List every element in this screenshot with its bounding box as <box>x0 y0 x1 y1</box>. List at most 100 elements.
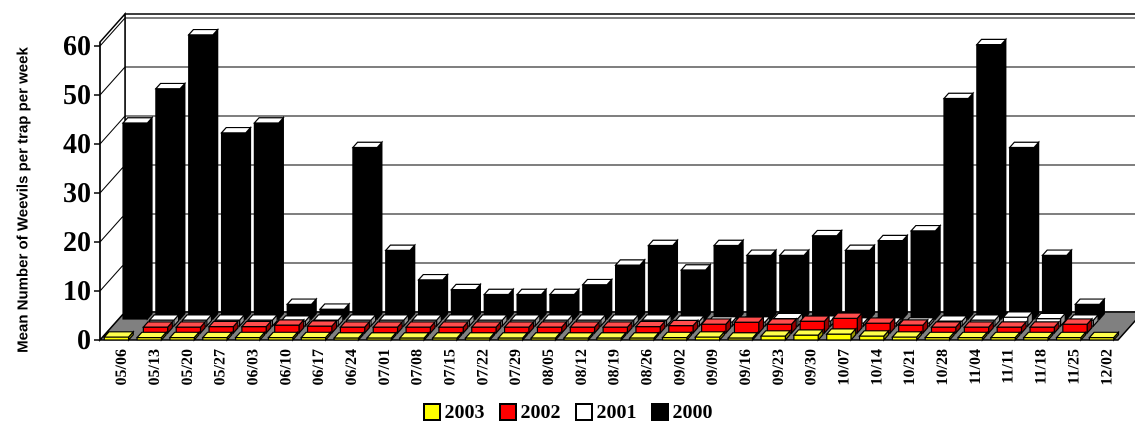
x-tick-label: 09/23 <box>770 349 787 385</box>
bar-2002-09-30 <box>798 314 831 335</box>
bar-2002-09-09 <box>700 317 732 335</box>
bar-2000-10-21 <box>909 223 942 321</box>
bar-2003-11-18 <box>1022 330 1055 342</box>
x-tick-label: 11/18 <box>1033 349 1050 385</box>
bar-2002-08-26 <box>634 319 667 335</box>
bar-2003-10-28 <box>923 330 956 342</box>
bar-2000-08-12 <box>581 277 614 321</box>
bar-2002-09-02 <box>667 318 700 335</box>
bar-2000-06-03 <box>253 116 285 321</box>
legend-swatch-2002 <box>498 403 517 421</box>
bar-2000-11-18 <box>1041 248 1073 321</box>
bar-2002-06-24 <box>339 320 371 335</box>
gridline-side <box>99 213 126 243</box>
bar-2002-07-29 <box>503 320 535 335</box>
bar-2000-09-23 <box>778 248 811 321</box>
bar-2002-06-10 <box>273 318 306 335</box>
bar-2000-05-13 <box>154 81 187 321</box>
bar-2000-07-01 <box>384 243 417 321</box>
bar-2003-12-02 <box>1088 330 1120 342</box>
bar-2003-07-29 <box>496 331 529 342</box>
x-tick-label: 09/09 <box>704 349 721 385</box>
y-tick-label: 20 <box>63 227 91 258</box>
bar-2003-09-16 <box>726 331 759 342</box>
bar-2000-09-30 <box>811 228 843 321</box>
x-tick-label: 10/14 <box>868 349 885 385</box>
bar-2002-10-28 <box>930 320 962 335</box>
gridline-side <box>99 66 126 96</box>
bar-2003-05-06 <box>102 330 135 342</box>
x-tick-label: 09/16 <box>737 349 754 385</box>
gridline-side <box>99 115 126 145</box>
y-tick-label: 40 <box>63 129 91 160</box>
x-tick-label: 05/20 <box>179 349 196 385</box>
y-tick-label: 0 <box>77 325 91 356</box>
bar-2000-05-20 <box>187 27 220 321</box>
bar-2002-11-18 <box>1028 320 1061 335</box>
bar-2003-06-10 <box>267 330 299 342</box>
bar-2002-07-01 <box>371 320 404 335</box>
x-tick-label: 06/24 <box>343 349 360 385</box>
bar-2000-08-19 <box>614 258 646 321</box>
bar-2000-09-09 <box>712 238 745 321</box>
x-tick-label: 07/15 <box>441 349 458 385</box>
x-tick-label: 07/01 <box>376 349 393 385</box>
bar-2002-07-15 <box>437 320 470 335</box>
bar-2003-08-19 <box>595 331 628 342</box>
bar-2000-09-02 <box>679 263 712 321</box>
bar-2003-11-04 <box>956 330 989 342</box>
legend-label-2001: 2001 <box>596 400 637 423</box>
bar-2000-11-11 <box>1008 140 1040 321</box>
legend-item-2000: 2000 <box>650 401 713 424</box>
bar-2000-10-14 <box>876 233 909 321</box>
x-tick-label: 08/12 <box>573 349 590 385</box>
bar-2003-09-09 <box>694 330 726 342</box>
bar-2002-08-19 <box>601 320 634 335</box>
bar-2002-11-25 <box>1061 317 1094 335</box>
bar-2000-10-07 <box>844 243 876 321</box>
legend-label-2002: 2002 <box>520 400 561 423</box>
x-tick-label: 06/03 <box>244 349 261 385</box>
bar-2003-09-30 <box>792 328 825 342</box>
y-tick-label: 30 <box>63 178 91 209</box>
bar-2003-07-01 <box>365 331 398 342</box>
x-tick-label: 05/06 <box>113 349 130 385</box>
bar-2003-07-22 <box>464 331 496 342</box>
bar-2002-10-21 <box>897 318 929 335</box>
x-tick-label: 07/29 <box>507 349 524 385</box>
gridline-side <box>99 164 126 194</box>
bar-2000-10-28 <box>942 91 975 321</box>
bar-2002-08-05 <box>536 320 568 335</box>
bar-2002-08-12 <box>568 320 601 335</box>
bar-2003-11-11 <box>989 330 1022 342</box>
bar-2003-08-05 <box>529 331 562 342</box>
x-tick-label: 06/10 <box>277 349 294 385</box>
bar-2002-05-27 <box>207 319 240 335</box>
bar-2003-05-13 <box>135 330 168 342</box>
y-axis-title-box: Mean Number of Weevils per trap per week <box>8 0 38 400</box>
bar-2002-11-11 <box>995 320 1028 335</box>
x-tick-label: 07/08 <box>409 349 426 385</box>
legend-swatch-2000 <box>650 403 669 421</box>
bar-2000-09-16 <box>745 248 778 321</box>
bar-2003-07-08 <box>398 331 431 342</box>
bar-2003-11-25 <box>1055 330 1087 342</box>
bar-2002-06-03 <box>240 319 273 335</box>
bar-2003-05-20 <box>168 330 201 342</box>
y-tick-label: 10 <box>63 276 91 307</box>
bar-2003-05-27 <box>201 330 234 342</box>
x-tick-label: 11/11 <box>1000 349 1017 384</box>
bar-2002-07-22 <box>470 320 503 335</box>
y-tick-label: 50 <box>63 80 91 111</box>
x-tick-label: 10/07 <box>836 349 853 385</box>
bar-2002-05-20 <box>174 320 207 335</box>
bar-2003-08-26 <box>628 331 661 342</box>
bar-2002-07-08 <box>404 320 437 335</box>
bar-2000-06-24 <box>351 140 384 321</box>
x-tick-label: 07/22 <box>474 349 491 385</box>
legend-item-2003: 2003 <box>422 401 485 424</box>
bar-2000-11-04 <box>975 37 1008 321</box>
x-tick-label: 08/26 <box>639 349 656 385</box>
bar-2003-06-03 <box>234 330 266 342</box>
weevil-bar-chart: 0 10 20 30 40 50 60 05/06 05/13 05/20 05/27 06/03 06… <box>63 12 1135 385</box>
